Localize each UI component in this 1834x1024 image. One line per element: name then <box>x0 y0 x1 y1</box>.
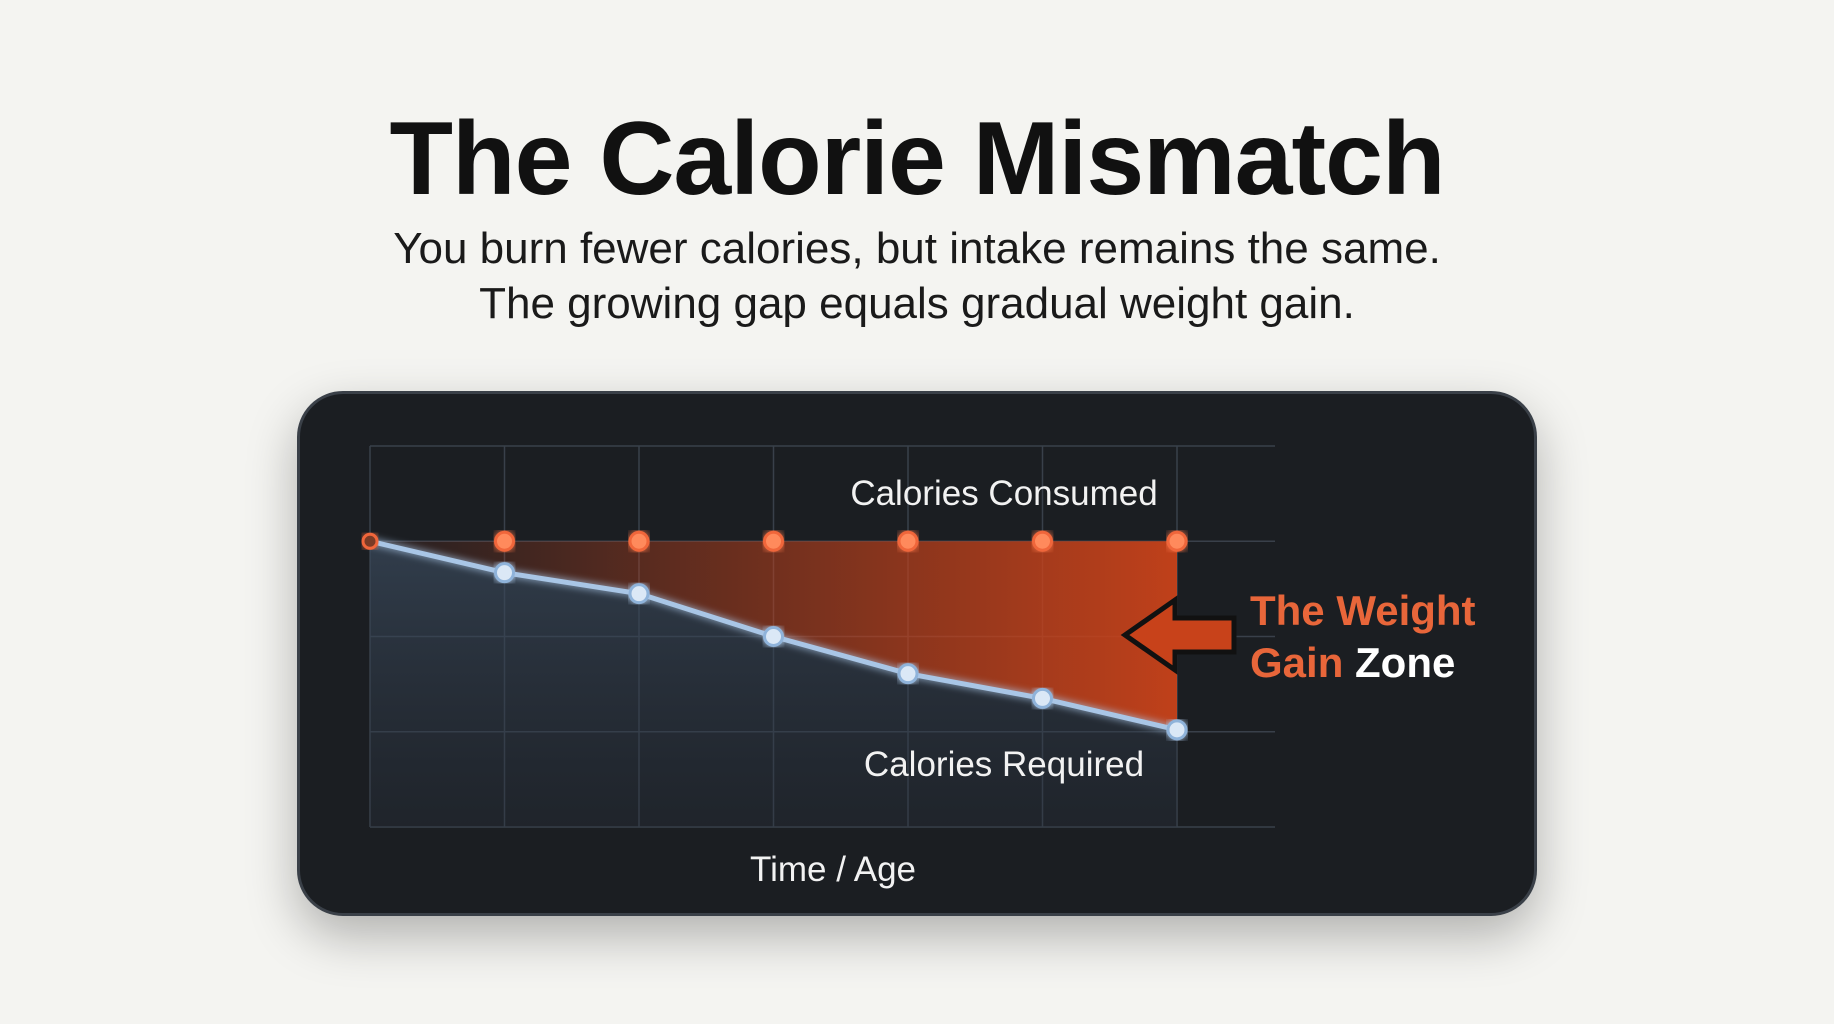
annotation-zone: Zone <box>1355 639 1456 686</box>
subtitle-line-2: The growing gap equals gradual weight ga… <box>479 279 1355 328</box>
weight-gain-zone-annotation: The Weight Gain Zone <box>1250 585 1476 689</box>
x-axis-label: Time / Age <box>750 850 916 889</box>
arrow-icon <box>1120 595 1237 675</box>
required-point <box>897 663 919 685</box>
consumed-point <box>763 530 784 552</box>
consumed-point <box>897 530 919 552</box>
series-label-required: Calories Required <box>863 745 1145 784</box>
required-area <box>370 541 1177 827</box>
series-label-consumed: Calories Consumed <box>850 474 1158 513</box>
subtitle-line-1: You burn fewer calories, but intake rema… <box>393 224 1441 273</box>
page-title: The Calorie Mismatch <box>389 101 1446 217</box>
annotation-gain: Gain <box>1250 639 1344 686</box>
consumed-point <box>361 532 379 550</box>
consumed-point <box>628 530 650 552</box>
required-point <box>628 583 650 605</box>
required-point <box>1032 687 1053 709</box>
consumed-point <box>1032 530 1053 552</box>
annotation-line-1: The Weight <box>1250 587 1476 634</box>
consumed-point <box>494 530 515 552</box>
consumed-point <box>1166 530 1188 552</box>
required-point <box>763 626 784 647</box>
required-point <box>494 562 515 584</box>
required-point <box>1166 719 1188 741</box>
